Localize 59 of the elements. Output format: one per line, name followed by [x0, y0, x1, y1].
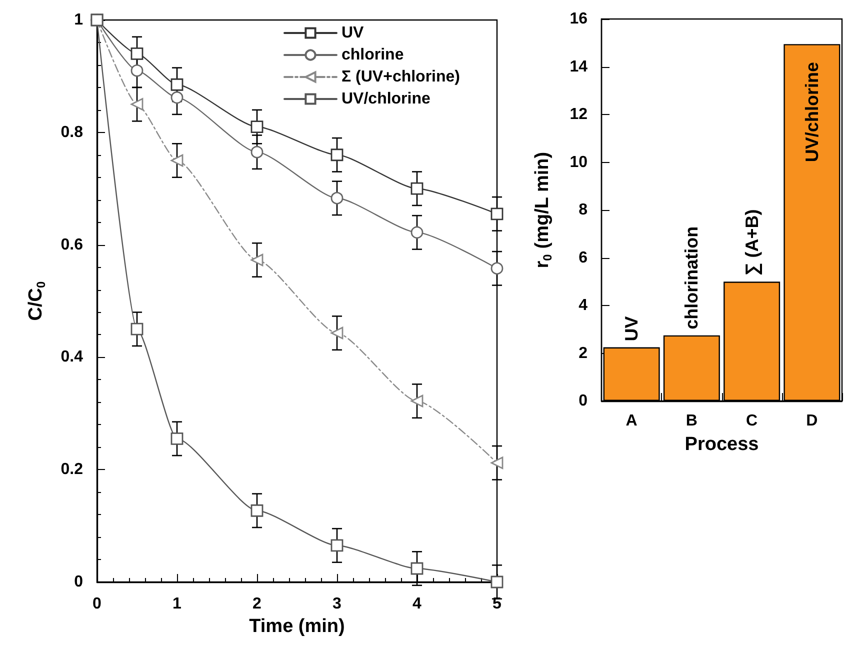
annotation: UV/chlorine	[802, 62, 822, 162]
y-tick-label: 0.6	[60, 236, 84, 254]
point	[250, 120, 264, 133]
x-axis-title: Process	[684, 434, 759, 455]
y-tick-label: 1	[74, 12, 84, 28]
point	[130, 64, 144, 77]
point	[410, 182, 424, 195]
point	[250, 146, 264, 158]
y-tick-label: 0.8	[60, 124, 84, 141]
x-tick-label: 1	[172, 596, 182, 612]
point	[330, 148, 344, 162]
x-tick-label: D	[806, 412, 818, 430]
x-tick-label: 4	[412, 596, 422, 612]
y-tick-label: 0	[578, 392, 588, 410]
y-tick-label: 8	[578, 202, 588, 218]
y-axis-title: C/C0	[26, 280, 48, 321]
y-tick-label: 2	[578, 344, 588, 362]
point	[250, 254, 264, 266]
x-tick-label: B	[686, 412, 698, 430]
point	[410, 226, 424, 239]
y-tick-label: 14	[570, 58, 588, 76]
y-tick-label: 0.4	[60, 348, 84, 366]
legend-label: UV	[341, 24, 364, 42]
legend-label: Σ (UV+chlorine)	[341, 68, 460, 86]
y-tick-label: 16	[570, 10, 588, 28]
x-tick-label: 3	[332, 596, 342, 612]
point	[130, 322, 144, 336]
x-tick-label: 2	[252, 596, 262, 612]
point	[330, 326, 344, 340]
legend-label: UV/chlorine	[341, 90, 430, 108]
y-tick-label: 10	[570, 154, 588, 171]
annotation: UV	[622, 316, 642, 342]
y-axis-title: r0 (mg/L min)	[532, 152, 554, 268]
y-tick-label: 4	[578, 297, 588, 314]
point	[410, 562, 424, 575]
point	[330, 192, 344, 204]
point	[170, 78, 184, 91]
legend-label: chlorine	[341, 46, 404, 64]
point	[170, 154, 184, 167]
y-tick-label: 6	[578, 249, 588, 266]
point	[490, 208, 504, 220]
x-axis-title: Time (min)	[249, 616, 345, 637]
x-tick-label: A	[626, 412, 638, 430]
point	[490, 456, 504, 470]
y-tick-label: 12	[570, 106, 588, 123]
point	[170, 432, 184, 445]
x-tick-label: 0	[92, 596, 102, 612]
y-tick-label: 0.2	[60, 461, 84, 478]
annotation: ∑ (A+B)	[742, 209, 762, 276]
y-tick-label: 0	[74, 574, 84, 590]
point	[130, 48, 144, 60]
annotation: chlorination	[682, 226, 702, 330]
point	[330, 539, 344, 552]
x-tick-label: C	[746, 412, 758, 430]
point	[410, 394, 424, 408]
point	[130, 98, 144, 110]
point	[250, 504, 264, 517]
point	[490, 262, 504, 275]
point	[170, 91, 184, 104]
